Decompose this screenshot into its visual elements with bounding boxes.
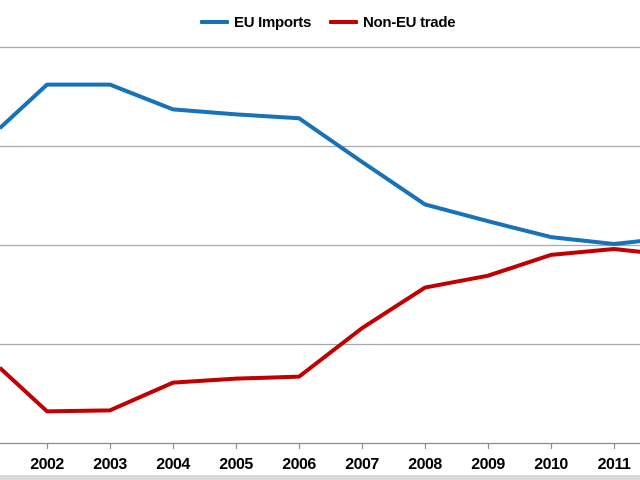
x-axis-label: 2010 bbox=[534, 456, 568, 473]
legend-label-eu-imports: EU Imports bbox=[234, 13, 312, 31]
x-axis-label: 2002 bbox=[30, 456, 64, 473]
series-line-non-eu-trade bbox=[0, 246, 640, 414]
x-axis-label: 2006 bbox=[282, 456, 316, 473]
x-axis-label: 2003 bbox=[93, 456, 127, 473]
chart-legend: EU Imports Non-EU trade bbox=[200, 12, 456, 32]
x-axis-label: 2007 bbox=[345, 456, 379, 473]
legend-line-swatch-eu-imports bbox=[200, 20, 229, 24]
legend-item-eu-imports: EU Imports bbox=[200, 14, 311, 31]
x-axis-label: 2004 bbox=[156, 456, 190, 473]
bottom-edge-strip bbox=[0, 475, 640, 480]
x-axis-label: 2011 bbox=[598, 456, 631, 473]
legend-label-non-eu-trade: Non-EU trade bbox=[363, 13, 456, 31]
x-axis-label: 2005 bbox=[219, 456, 253, 473]
x-axis-label: 2008 bbox=[408, 456, 442, 473]
series-line-eu-imports bbox=[0, 82, 640, 247]
x-axis-label: 2009 bbox=[471, 456, 505, 473]
legend-item-non-eu-trade: Non-EU trade bbox=[329, 13, 456, 31]
legend-line-swatch-non-eu-trade bbox=[329, 20, 359, 24]
